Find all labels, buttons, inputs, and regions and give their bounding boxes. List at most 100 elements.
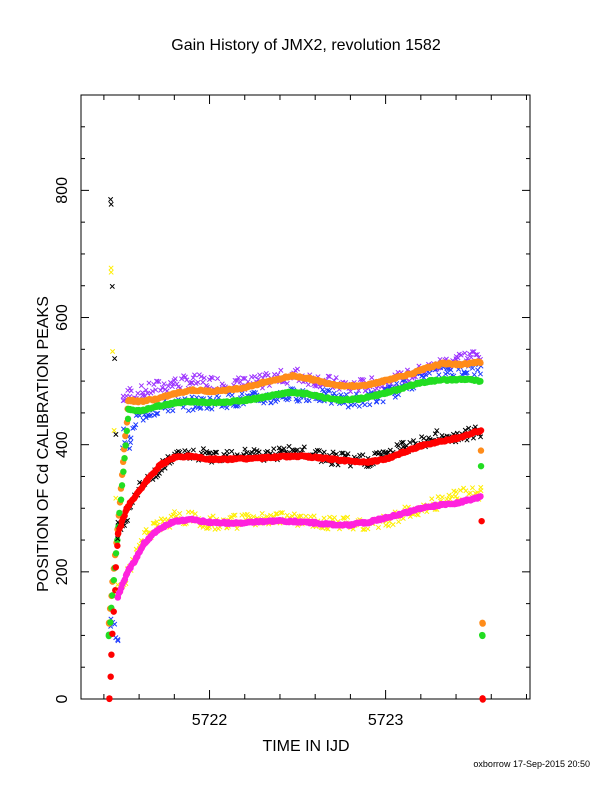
data-point	[170, 408, 176, 414]
y-tick-label: 0	[54, 694, 71, 703]
data-point	[462, 350, 468, 356]
data-point	[188, 452, 196, 460]
data-point	[232, 512, 238, 518]
data-point	[125, 405, 132, 413]
data-point	[477, 447, 485, 454]
data-point	[223, 519, 231, 527]
data-point	[111, 427, 117, 433]
footer-stamp: oxborrow 17-Sep-2015 20:50	[473, 759, 590, 769]
data-point	[338, 382, 345, 390]
data-point	[296, 398, 302, 404]
series-5	[106, 427, 486, 703]
data-point	[276, 445, 282, 451]
data-point	[311, 513, 317, 519]
data-point	[435, 502, 442, 510]
data-point	[294, 452, 301, 460]
data-point	[365, 519, 372, 527]
series-7	[114, 493, 484, 601]
data-point	[398, 440, 405, 446]
data-point	[347, 463, 354, 469]
data-point	[477, 359, 484, 367]
data-point	[192, 372, 198, 378]
data-point	[206, 399, 213, 407]
data-point	[364, 458, 372, 465]
chart-title: Gain History of JMX2, revolution 1582	[171, 37, 441, 54]
data-point	[461, 376, 469, 384]
data-point	[161, 381, 167, 387]
data-point	[107, 619, 114, 626]
data-point	[467, 351, 473, 357]
data-point	[240, 375, 246, 381]
data-point	[426, 377, 434, 384]
data-point	[477, 462, 485, 470]
data-point	[258, 454, 266, 461]
data-point	[365, 526, 371, 532]
data-point	[242, 446, 248, 452]
data-point	[373, 378, 380, 386]
data-point	[429, 496, 435, 502]
data-point	[112, 355, 118, 362]
data-point	[195, 379, 201, 385]
data-point	[419, 373, 425, 379]
data-point	[313, 383, 320, 389]
data-point	[479, 695, 486, 702]
data-point	[146, 380, 152, 386]
data-point	[347, 388, 354, 395]
data-point	[230, 512, 237, 518]
data-point	[179, 376, 185, 382]
data-point	[477, 493, 484, 500]
data-point	[259, 393, 266, 400]
data-point	[458, 352, 464, 358]
data-point	[223, 398, 231, 405]
data-point	[321, 394, 328, 402]
data-point	[114, 542, 121, 549]
data-point	[116, 509, 123, 517]
data-point	[410, 438, 417, 444]
data-point	[471, 372, 477, 378]
data-point	[299, 447, 305, 453]
data-point	[286, 396, 292, 402]
data-point	[408, 370, 416, 378]
data-point	[189, 515, 196, 523]
data-point	[140, 392, 146, 398]
data-point	[311, 453, 319, 461]
data-point	[285, 390, 292, 397]
data-point	[426, 364, 433, 372]
data-point	[108, 269, 114, 275]
data-point	[453, 500, 460, 507]
data-point	[345, 404, 351, 410]
data-point	[478, 488, 484, 494]
data-point	[108, 196, 114, 203]
data-point	[408, 382, 415, 390]
data-point	[329, 456, 336, 463]
data-point	[477, 378, 484, 385]
data-point	[278, 367, 284, 373]
data-point	[453, 353, 459, 360]
data-point	[373, 391, 381, 399]
data-point	[108, 651, 115, 658]
y-tick-label: 600	[54, 304, 71, 331]
data-point	[259, 510, 265, 517]
data-point	[114, 594, 122, 601]
data-point	[467, 490, 474, 496]
data-point	[189, 509, 195, 515]
data-point	[284, 512, 290, 518]
data-point	[294, 519, 301, 526]
data-point	[135, 390, 141, 396]
data-point	[146, 413, 152, 419]
data-point	[274, 511, 280, 517]
data-point	[171, 453, 178, 461]
data-point	[399, 448, 407, 455]
data-point	[154, 519, 160, 525]
data-point	[234, 525, 240, 532]
data-point	[417, 443, 425, 450]
data-point	[209, 406, 215, 412]
data-point	[276, 390, 284, 398]
data-point	[355, 396, 363, 404]
data-point	[345, 514, 351, 520]
data-point	[114, 536, 121, 544]
data-point	[204, 525, 210, 531]
data-point	[122, 442, 129, 449]
data-point	[268, 512, 274, 518]
